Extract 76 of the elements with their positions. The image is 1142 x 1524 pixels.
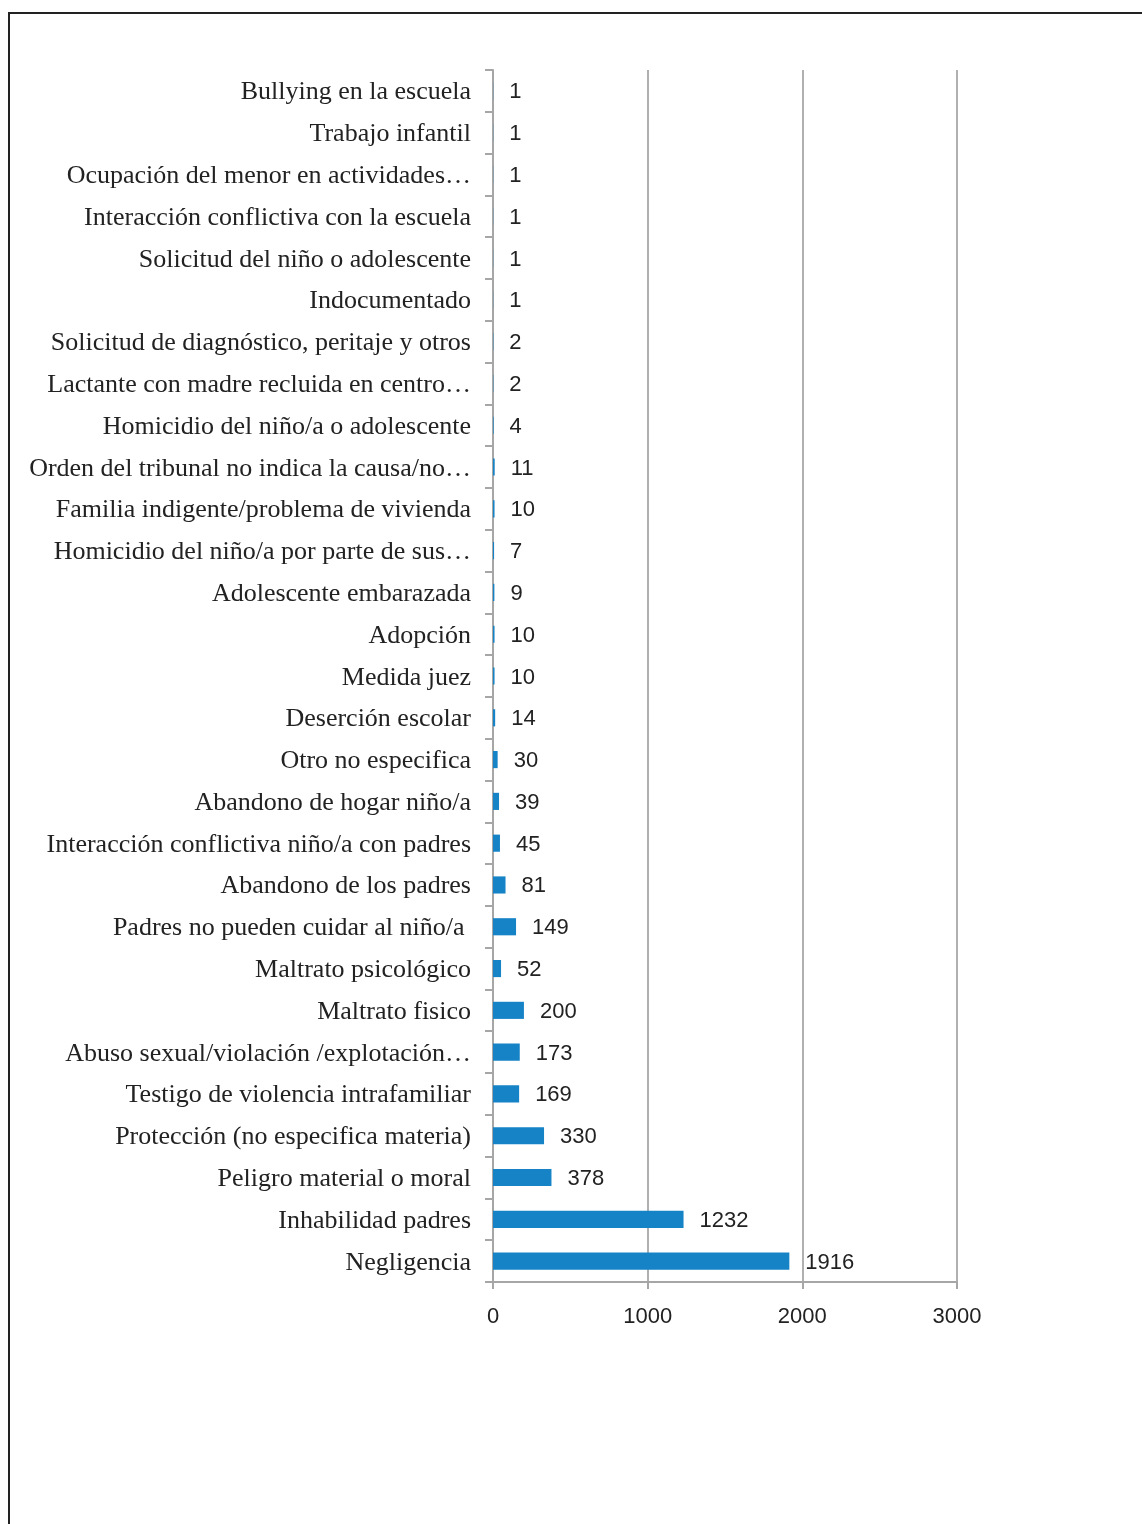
data-label: 200 bbox=[539, 997, 577, 1023]
data-label: 39 bbox=[515, 788, 540, 814]
bar bbox=[493, 1252, 790, 1270]
bar bbox=[493, 709, 496, 727]
data-label: 10 bbox=[510, 621, 536, 647]
bar bbox=[493, 1085, 520, 1103]
y-tick-label: Adopción bbox=[368, 619, 471, 649]
data-label: 45 bbox=[515, 830, 541, 856]
data-label: 1916 bbox=[805, 1248, 855, 1274]
bar bbox=[493, 834, 500, 852]
bar bbox=[493, 1210, 684, 1228]
data-label: 14 bbox=[511, 705, 536, 731]
y-tick-label: Protección (no especifica materia) bbox=[115, 1121, 471, 1151]
data-label: 1 bbox=[509, 287, 522, 313]
bar bbox=[493, 751, 498, 769]
y-tick-label: Adolescente embarazada bbox=[211, 577, 472, 607]
data-label: 10 bbox=[510, 496, 536, 522]
bar bbox=[493, 1168, 552, 1187]
y-tick-label: Indocumentado bbox=[309, 285, 471, 315]
y-tick-label: Lactante con madre recluida en centro… bbox=[47, 368, 471, 398]
y-tick-label: Solicitud de diagnóstico, peritaje y otros bbox=[50, 327, 471, 357]
data-label: 10 bbox=[510, 663, 536, 689]
y-tick-label: Orden del tribunal no indica la causa/no… bbox=[29, 452, 471, 482]
bar bbox=[493, 1127, 545, 1145]
data-label: 7 bbox=[510, 538, 523, 564]
y-tick-label: Trabajo infantil bbox=[309, 118, 471, 148]
y-tick-label: Peligro material o moral bbox=[217, 1163, 471, 1193]
y-tick-label: Deserción escolar bbox=[285, 703, 472, 733]
data-label: 2 bbox=[509, 329, 522, 355]
y-tick-label: Abuso sexual/violación /explotación… bbox=[65, 1037, 471, 1067]
y-tick-label: Abandono de hogar niño/a bbox=[194, 786, 472, 816]
data-label: 1232 bbox=[699, 1206, 749, 1232]
data-label: 1 bbox=[509, 120, 522, 146]
y-tick-label: Solicitud del niño o adolescente bbox=[138, 243, 471, 273]
bar bbox=[493, 918, 517, 936]
data-label: 378 bbox=[567, 1165, 605, 1191]
data-label: 11 bbox=[510, 454, 534, 480]
y-tick-label: Medida juez bbox=[341, 661, 471, 691]
y-tick-label: Padres no pueden cuidar al niño/a bbox=[112, 912, 471, 942]
data-label: 9 bbox=[510, 579, 523, 605]
y-tick-label: Interacción conflictiva niño/a con padres bbox=[46, 828, 471, 858]
y-tick-label: Homicidio del niño/a o adolescente bbox=[102, 410, 471, 440]
y-tick-label: Interacción conflictiva con la escuela bbox=[84, 201, 472, 231]
x-tick-label: 1000 bbox=[623, 1302, 673, 1328]
y-tick-label: Maltrato fisico bbox=[317, 995, 471, 1025]
data-label: 30 bbox=[513, 747, 539, 773]
data-label: 1 bbox=[509, 245, 522, 271]
y-tick-label: Negligencia bbox=[345, 1246, 472, 1276]
data-label: 1 bbox=[509, 161, 522, 187]
y-tick-label: Bullying en la escuela bbox=[240, 76, 472, 106]
y-tick-label: Homicidio del niño/a por parte de sus… bbox=[53, 536, 471, 566]
bar bbox=[493, 792, 500, 810]
data-label: 330 bbox=[560, 1123, 597, 1149]
data-label: 52 bbox=[517, 956, 542, 982]
bar bbox=[493, 1001, 524, 1019]
y-tick-label: Abandono de los padres bbox=[220, 870, 471, 900]
data-label: 4 bbox=[509, 412, 522, 438]
x-tick-label: 0 bbox=[486, 1302, 500, 1328]
bar bbox=[493, 1043, 520, 1061]
data-label: 81 bbox=[521, 872, 547, 898]
data-label: 169 bbox=[535, 1081, 572, 1107]
bar bbox=[493, 876, 506, 894]
data-label: 149 bbox=[532, 914, 569, 940]
y-tick-label: Familia indigente/problema de vivienda bbox=[55, 494, 472, 524]
data-label: 1 bbox=[509, 78, 522, 104]
x-tick-label: 2000 bbox=[777, 1302, 827, 1328]
y-tick-label: Ocupación del menor en actividades… bbox=[66, 159, 471, 189]
data-label: 173 bbox=[535, 1039, 573, 1065]
y-tick-label: Inhabilidad padres bbox=[278, 1204, 471, 1234]
y-tick-label: Testigo de violencia intrafamiliar bbox=[125, 1079, 472, 1109]
data-label: 1 bbox=[509, 203, 522, 229]
data-label: 2 bbox=[509, 370, 522, 396]
x-tick-label: 3000 bbox=[932, 1302, 982, 1328]
y-tick-label: Otro no especifica bbox=[280, 745, 472, 775]
bar bbox=[493, 959, 502, 978]
y-tick-label: Maltrato psicológico bbox=[255, 954, 471, 984]
